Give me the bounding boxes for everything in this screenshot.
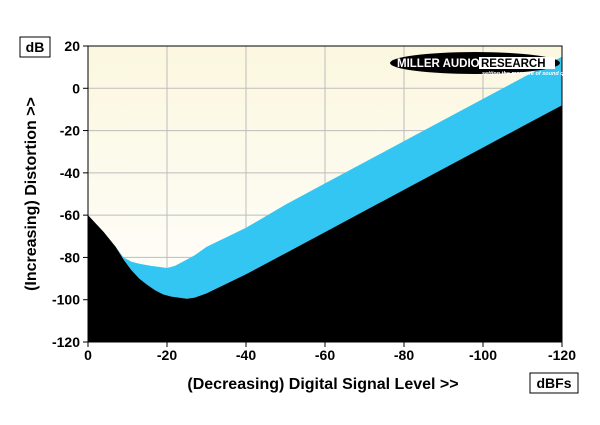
y-tick-label: -20 [60,123,80,139]
y-tick-label: 0 [72,80,80,96]
y-unit-label: dB [26,39,45,55]
x-tick-label: -100 [469,347,497,363]
x-tick-label: -120 [548,347,576,363]
tick-labels: 0 -20 -40 -60 -80 -100 -120 20 0 -20 -40 -60 -80 -100… [52,38,576,363]
x-tick-label: -60 [315,347,335,363]
x-tick-label: -20 [157,347,177,363]
x-unit-box [529,372,579,394]
logo-name-box [479,57,555,69]
y-tick-label: -40 [60,165,80,181]
noise-floor-area [88,105,562,342]
y-tick-label: -60 [60,207,80,223]
x-unit-label: dBFs [537,375,572,391]
x-tick-label: -40 [236,347,256,363]
y-axis-title: (Increasing) Distortion >> [23,97,40,291]
y-unit-box [19,36,51,58]
y-tick-label: 20 [64,38,80,54]
y-tick-label: -100 [52,292,80,308]
y-tick-label: -80 [60,249,80,265]
data-layer [88,56,562,342]
logo-tagline: setting the measure of sound quality [482,71,579,77]
x-tick-label: 0 [84,347,92,363]
logo: MILLER AUDIO RESEARCH setting the measur… [390,52,579,77]
logo-name-part2: RESEARCH [481,58,546,70]
logo-name-part1: MILLER AUDIO [397,58,480,70]
y-tick-label: -120 [52,334,80,350]
x-tick-label: -80 [394,347,414,363]
x-axis-title: (Decreasing) Digital Signal Level >> [187,376,458,393]
